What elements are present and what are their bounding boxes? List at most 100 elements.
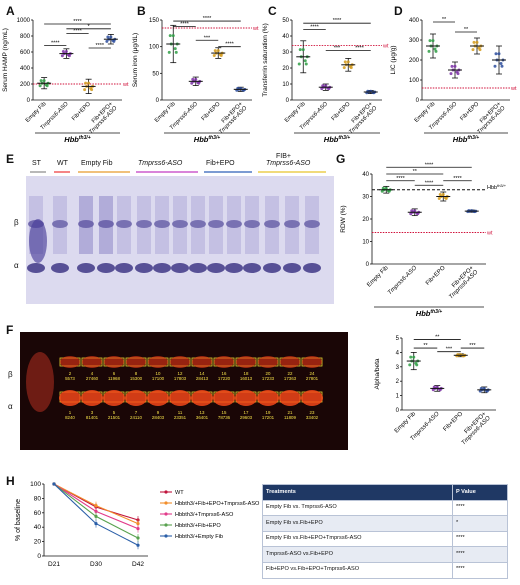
data-point xyxy=(410,209,414,213)
y-axis-label: Transferrin saturation (%) xyxy=(262,23,269,96)
x-tick-label: D42 xyxy=(132,561,144,568)
category-label: Empty Fib xyxy=(25,101,48,124)
data-point xyxy=(412,355,416,359)
gel-label-fib-plus: FIB+ xyxy=(276,153,291,160)
gel-alpha-band xyxy=(303,263,321,273)
y-tick-label: 150 xyxy=(149,18,160,24)
table-cell: **** xyxy=(452,499,508,517)
gel-fluor-alpha-band xyxy=(235,390,257,406)
gel-fluor-beta-band xyxy=(192,356,212,368)
data-point xyxy=(441,192,445,196)
data-point xyxy=(64,49,68,53)
y-tick-label: 20 xyxy=(282,66,289,72)
category-label: Fib+EPO xyxy=(425,265,447,287)
gel-fluor-band-number: 24 27801 xyxy=(306,371,319,381)
legend-label: Hbbth3/+Empty Fib xyxy=(175,534,223,540)
panel-label-h: H xyxy=(6,474,15,488)
data-point xyxy=(191,77,195,81)
data-point xyxy=(444,197,448,201)
data-point xyxy=(387,189,391,193)
data-point xyxy=(427,49,431,53)
data-point xyxy=(112,39,116,43)
y-tick-label: 0 xyxy=(416,98,420,104)
significance-stars: **** xyxy=(180,21,189,27)
data-point xyxy=(167,50,171,54)
table-cell: **** xyxy=(452,546,508,563)
data-point xyxy=(105,39,109,43)
gel-image xyxy=(26,176,334,304)
significance-stars: **** xyxy=(425,180,434,186)
data-point xyxy=(61,49,65,53)
table-row: Tmprss6-ASO vs.Fib+EPO **** xyxy=(262,546,508,563)
data-point xyxy=(475,40,479,44)
gel-fluor-beta-band xyxy=(236,356,256,368)
category-label: Tmprss6-ASO xyxy=(387,265,418,296)
data-point xyxy=(342,66,346,70)
data-point xyxy=(438,388,442,392)
data-point xyxy=(83,88,87,92)
data-point xyxy=(38,84,42,88)
gel-alpha-band xyxy=(51,263,69,273)
gel-lane-underlines xyxy=(30,171,326,173)
gel-fluor-band-number: 4 27460 xyxy=(86,371,99,381)
data-point xyxy=(428,39,432,43)
gel-electrophoresis: ST WT Empty Fib Tmprss6-ASO Fib+EPO FIB+… xyxy=(14,153,334,308)
y-tick-label: 200 xyxy=(20,82,31,88)
data-point xyxy=(173,47,177,51)
gel-fluor-alpha-band xyxy=(301,390,323,406)
y-tick-label: 1000 xyxy=(17,18,31,24)
gel-alpha-band xyxy=(153,263,171,273)
data-point xyxy=(42,79,46,83)
gel-alpha-band xyxy=(115,263,133,273)
significance-stars: **** xyxy=(453,176,462,182)
panel-label-a: A xyxy=(6,4,15,18)
gel-fluor-band-number: 13 36401 xyxy=(196,410,209,420)
data-point xyxy=(438,192,442,196)
legend-marker xyxy=(164,523,168,527)
data-point xyxy=(171,34,175,38)
data-point xyxy=(343,60,347,64)
panel-label-g: G xyxy=(336,152,346,166)
data-point xyxy=(327,87,331,91)
gel-fluor-band-number: 16 17220 xyxy=(218,371,231,381)
y-axis-label: RDW (%) xyxy=(340,205,347,232)
wt-label: wt xyxy=(382,44,389,50)
data-point xyxy=(298,48,302,52)
gel-alpha-band xyxy=(135,263,153,273)
gel-fluor-alpha-band xyxy=(257,390,279,406)
category-label: Fib+EPO xyxy=(459,101,480,122)
data-point xyxy=(219,53,223,57)
legend-marker xyxy=(164,534,168,538)
data-point xyxy=(497,52,501,56)
data-point xyxy=(321,84,325,88)
gel-fluor-band-number: 15 78736 xyxy=(218,410,231,420)
category-label: Fib+EPO xyxy=(71,101,92,122)
x-tick-label: D30 xyxy=(90,561,102,568)
gel-beta-label: β xyxy=(14,218,19,227)
gel-fluor-band-number: 8 15300 xyxy=(130,371,143,381)
category-label: Fib+EPO xyxy=(443,411,465,433)
chart-rdw: 0 10 20 30 40 RDW (%) wt Hbbth3/+ Empty FibTmprs… xyxy=(340,162,507,318)
data-point xyxy=(303,59,307,63)
data-point xyxy=(90,88,94,92)
panel-label-d: D xyxy=(394,4,403,18)
significance-stars: ** xyxy=(442,17,447,23)
gel-fluor-band-number: 23 33402 xyxy=(306,410,319,420)
legend-marker xyxy=(164,512,168,516)
significance-stars: **** xyxy=(425,162,434,168)
gel-beta-band xyxy=(304,220,320,228)
data-point xyxy=(408,363,412,367)
gel-alpha-band xyxy=(171,263,189,273)
wt-label: wt xyxy=(252,26,259,32)
data-point xyxy=(432,385,436,389)
gel-fluor-beta-band xyxy=(126,356,146,368)
gel-alpha-band xyxy=(283,263,301,273)
gel-fluor-alpha-band xyxy=(81,390,103,406)
y-tick-label: 0 xyxy=(396,408,400,414)
gel-fluor-band-number: 9 28403 xyxy=(152,410,165,420)
significance-stars: ** xyxy=(413,169,418,175)
data-point xyxy=(479,387,483,391)
gel-fluor-alpha-band xyxy=(125,390,147,406)
data-point xyxy=(213,49,217,53)
